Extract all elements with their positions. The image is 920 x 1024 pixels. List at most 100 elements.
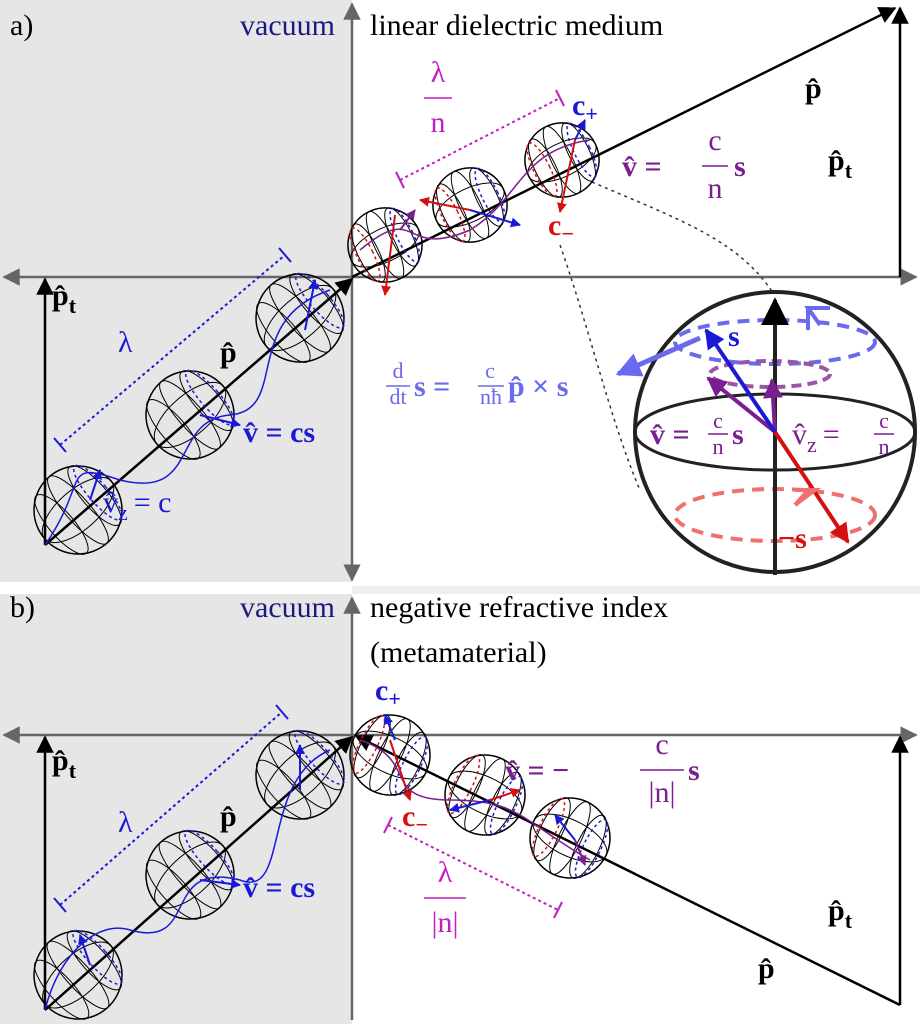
field-arrow [199, 414, 241, 428]
sphere-meridian [447, 770, 523, 820]
fraction-denominator: nħ [480, 384, 502, 409]
sphere-ring [34, 494, 89, 555]
sphere-meridian [153, 381, 227, 449]
fraction-numerator: λ [438, 856, 453, 889]
symbol: p̂ [52, 744, 69, 777]
shape [704, 328, 777, 434]
sphere [432, 167, 508, 243]
sphere-meridian [527, 137, 597, 183]
labels: a) vacuum linear dielectric medium p̂ p̂… [10, 9, 894, 985]
sphere-ring-dashed [294, 272, 345, 329]
shape [708, 359, 832, 389]
sphere-ring-dashed [394, 735, 429, 796]
sphere [255, 272, 345, 363]
symbol: c [402, 800, 415, 833]
subscript: t [69, 758, 77, 783]
sphere-ring [179, 370, 234, 431]
field-line [359, 739, 591, 861]
sphere-ring-dashed [349, 227, 381, 283]
shape [278, 247, 292, 263]
sphere [444, 754, 526, 836]
symbol: c [572, 89, 585, 122]
field-arrow [489, 788, 521, 801]
sphere [347, 207, 423, 283]
velocity-lhs: v̂ = [650, 418, 690, 451]
fraction-denominator: |n| [648, 776, 675, 809]
subscript: z [807, 432, 817, 457]
sphere-ring-dashed [72, 464, 123, 521]
sphere-ring [268, 740, 332, 810]
shape [59, 254, 286, 446]
field-arrow [449, 799, 491, 813]
shape [555, 89, 565, 107]
field-arrow [469, 209, 521, 228]
shape [354, 734, 901, 1007]
sphere-ring [159, 380, 221, 450]
helicity-label: c− [548, 209, 574, 246]
subscript: − [561, 221, 574, 246]
spin-label: −s [778, 522, 807, 555]
shape [553, 901, 563, 919]
shape [395, 171, 405, 189]
precession-lhs: s = [414, 370, 450, 403]
sphere-ring [549, 801, 591, 875]
symbol: c [548, 209, 561, 242]
subscript: t [69, 293, 77, 318]
sphere-ring [448, 754, 486, 819]
region-label: linear dielectric medium [370, 9, 663, 42]
fraction-denominator: |n| [431, 906, 458, 939]
sphere-ring-dashed [566, 122, 598, 178]
shape [53, 437, 67, 453]
field-arrow [574, 119, 586, 141]
subscript: + [388, 686, 401, 711]
shape [44, 277, 354, 546]
shape [387, 824, 559, 911]
sphere [33, 464, 123, 555]
sphere-ring-dashed [389, 207, 421, 263]
field-arrow [556, 139, 576, 213]
region-label: negative refractive index [370, 591, 668, 624]
wavelength-label: λ [118, 326, 133, 359]
field-arrow [78, 934, 91, 966]
subscript: t [845, 908, 853, 933]
momentum-label: p̂ [805, 72, 822, 105]
subscript: z [118, 500, 128, 525]
symbol: p̂ [828, 144, 845, 177]
transverse-label: p̂t [828, 144, 853, 183]
region-label: vacuum [240, 591, 335, 624]
velocity-label: v̂ = cs [243, 871, 315, 904]
sphere-ring-dashed [72, 929, 123, 986]
fraction-numerator: c [485, 358, 495, 383]
transverse-label: p̂t [52, 279, 77, 318]
equals: = [823, 418, 840, 451]
momentum-label: p̂ [220, 336, 237, 369]
fraction-denominator: n [879, 434, 890, 459]
panel-label: b) [10, 591, 35, 624]
sphere-ring [569, 814, 607, 879]
shape [804, 306, 830, 330]
sphere-ring [464, 758, 506, 832]
shape [275, 704, 289, 720]
sphere-meridian [42, 941, 114, 1009]
subscript: + [585, 101, 598, 126]
sphere-ring [533, 797, 571, 862]
sphere-meridian [352, 730, 428, 780]
sphere-ring-dashed [489, 775, 524, 836]
shape [0, 594, 352, 1024]
field-arrow [304, 279, 319, 331]
sphere [529, 797, 611, 879]
sphere-ring-dashed [351, 714, 386, 775]
velocity-rhs: s [732, 418, 744, 451]
sphere-ring [528, 138, 563, 198]
sphere-meridian [264, 741, 336, 809]
shape [59, 711, 283, 906]
shape [351, 6, 897, 279]
rhs: = c [134, 486, 172, 519]
field-arrow [389, 739, 412, 801]
sphere-ring [158, 840, 222, 910]
sphere-ring [67, 465, 122, 526]
spin-label: s [728, 320, 740, 353]
sphere-ring-dashed [526, 142, 558, 198]
fraction-numerator: c [655, 728, 668, 761]
